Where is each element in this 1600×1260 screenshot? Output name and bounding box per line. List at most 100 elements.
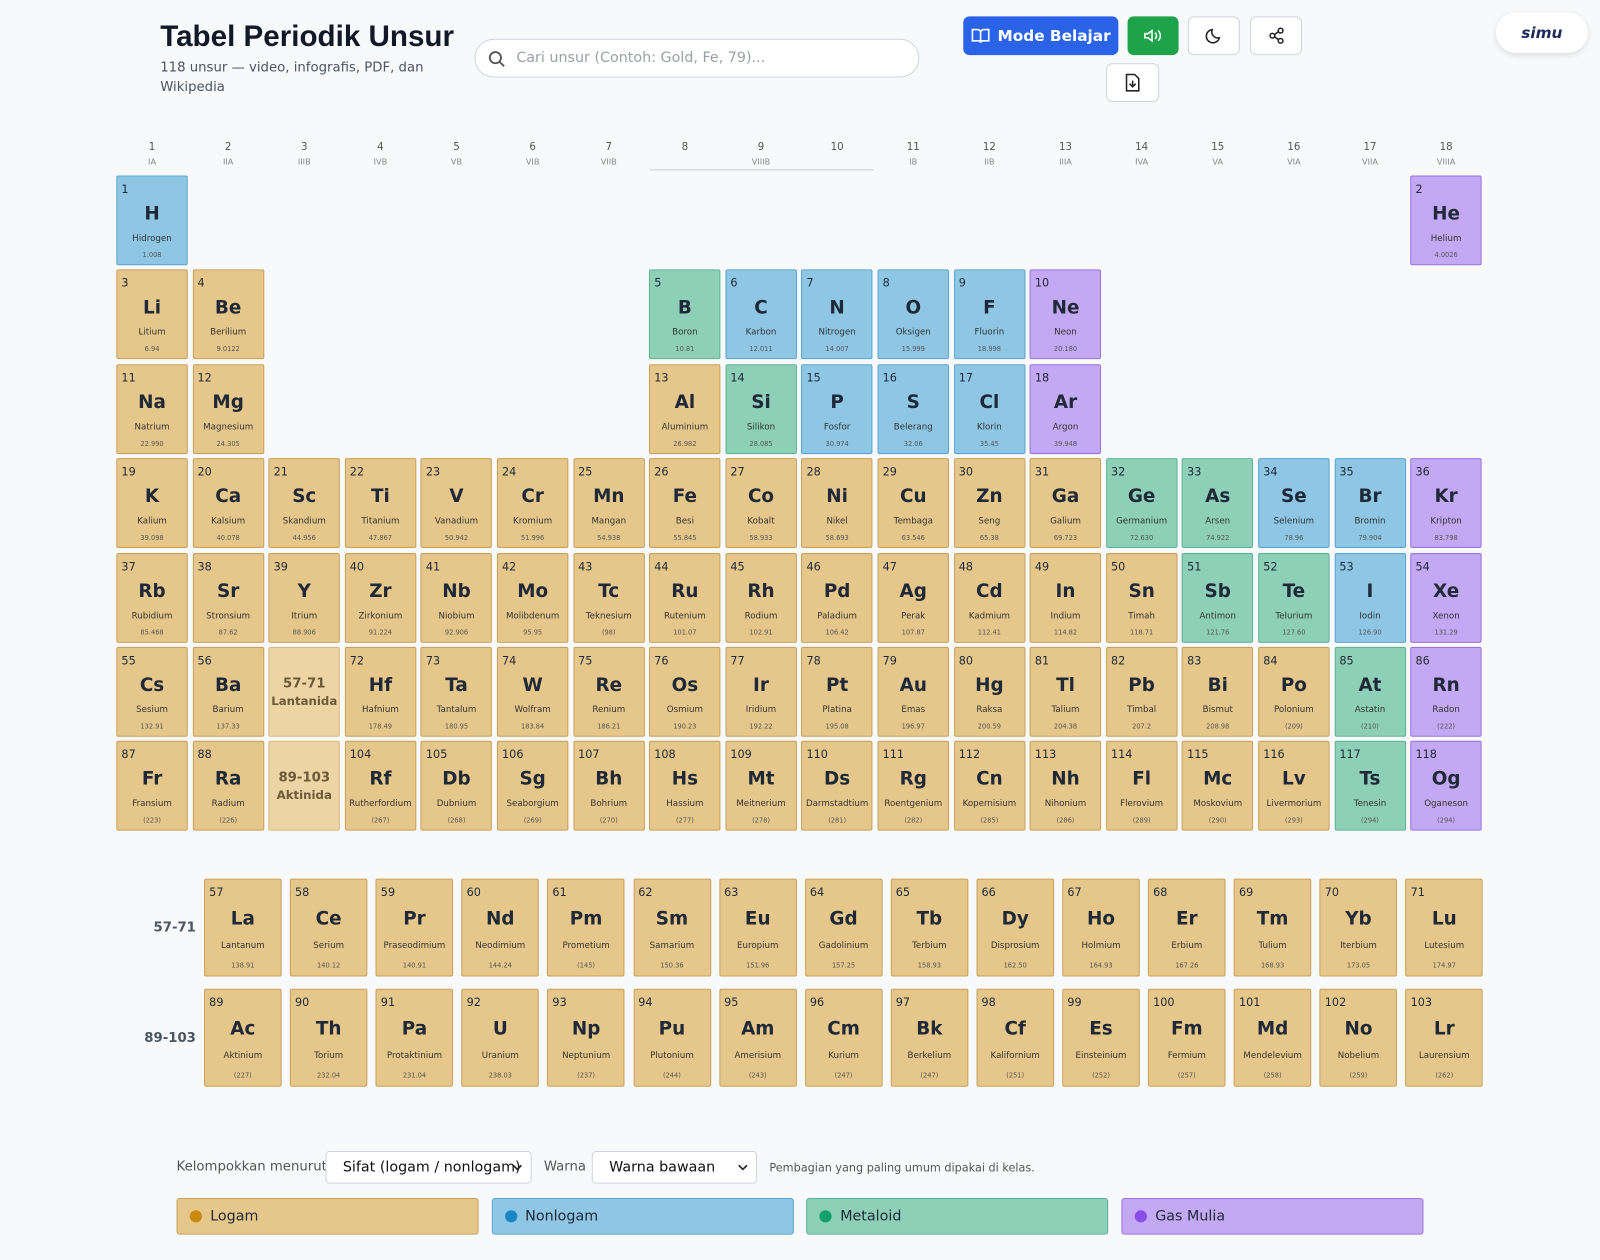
- element-cell[interactable]: 68 Er Erbium 167.26: [1148, 878, 1226, 977]
- element-cell[interactable]: 109 Mt Meitnerium (278): [725, 741, 797, 832]
- element-cell[interactable]: 101 Md Mendelevium (258): [1233, 988, 1312, 1087]
- element-cell[interactable]: 115 Mc Moskovium (290): [1182, 741, 1254, 832]
- element-cell[interactable]: 53 I Iodin 126.90: [1334, 552, 1406, 643]
- element-cell[interactable]: 30 Zn Seng 65.38: [953, 458, 1026, 549]
- element-cell[interactable]: 35 Br Bromin 79.904: [1334, 458, 1406, 549]
- element-cell[interactable]: 73 Ta Tantalum 180.95: [420, 646, 493, 737]
- element-cell[interactable]: 98 Cf Kalifornium (251): [976, 988, 1054, 1087]
- element-cell[interactable]: 66 Dy Disprosium 162.50: [976, 878, 1054, 977]
- element-cell[interactable]: 23 V Vanadium 50.942: [420, 458, 493, 549]
- element-cell[interactable]: 9 F Fluorin 18.998: [953, 269, 1026, 360]
- element-cell[interactable]: 26 Fe Besi 55.845: [649, 458, 721, 549]
- element-cell[interactable]: 70 Yb Iterbium 173.05: [1319, 878, 1398, 977]
- element-cell[interactable]: 96 Cm Kurium (247): [804, 988, 883, 1087]
- element-cell[interactable]: 46 Pd Paladium 106.42: [801, 552, 873, 643]
- legend-item[interactable]: Metaloid: [806, 1197, 1109, 1235]
- element-cell[interactable]: 65 Tb Terbium 158.93: [890, 878, 969, 977]
- element-cell[interactable]: 76 Os Osmium 190.23: [649, 646, 721, 737]
- element-cell[interactable]: 83 Bi Bismut 208.98: [1182, 646, 1254, 737]
- element-cell[interactable]: 110 Ds Darmstadtium (281): [801, 741, 873, 832]
- element-cell[interactable]: 11 Na Natrium 22.990: [116, 364, 188, 454]
- element-cell[interactable]: 64 Gd Gadolinium 157.25: [804, 878, 883, 977]
- color-select[interactable]: Warna bawaan: [591, 1151, 758, 1184]
- element-cell[interactable]: 40 Zr Zirkonium 91.224: [344, 552, 417, 643]
- element-cell[interactable]: 97 Bk Berkelium (247): [890, 988, 969, 1087]
- element-cell[interactable]: 86 Rn Radon (222): [1410, 646, 1482, 737]
- element-cell[interactable]: 117 Ts Tenesin (294): [1334, 741, 1406, 832]
- element-cell[interactable]: 81 Tl Talium 204.38: [1029, 646, 1102, 737]
- element-cell[interactable]: 54 Xe Xenon 131.29: [1410, 552, 1482, 643]
- element-cell[interactable]: 19 K Kalium 39.098: [116, 458, 188, 549]
- element-cell[interactable]: 6 C Karbon 12.011: [725, 269, 797, 360]
- element-cell[interactable]: 8 O Oksigen 15.999: [877, 269, 949, 360]
- group-by-select[interactable]: Sifat (logam / nonlogam): [325, 1151, 532, 1184]
- element-cell[interactable]: 100 Fm Fermium (257): [1148, 988, 1226, 1087]
- element-cell[interactable]: 45 Rh Rodium 102.91: [725, 552, 797, 643]
- element-cell[interactable]: 7 N Nitrogen 14.007: [801, 269, 873, 360]
- element-cell[interactable]: 71 Lu Lutesium 174.97: [1405, 878, 1484, 977]
- element-cell[interactable]: 72 Hf Hafnium 178.49: [344, 646, 417, 737]
- element-cell[interactable]: 85 At Astatin (210): [1334, 646, 1406, 737]
- dark-mode-button[interactable]: [1187, 16, 1240, 56]
- series-placeholder[interactable]: 89-103 Aktinida: [268, 741, 340, 832]
- legend-item[interactable]: Logam: [176, 1197, 479, 1235]
- element-cell[interactable]: 21 Sc Skandium 44.956: [268, 458, 340, 549]
- element-cell[interactable]: 42 Mo Molibdenum 95.95: [496, 552, 569, 643]
- element-cell[interactable]: 14 Si Silikon 28.085: [725, 364, 797, 454]
- element-cell[interactable]: 94 Pu Plutonium (244): [633, 988, 711, 1087]
- element-cell[interactable]: 51 Sb Antimon 121.76: [1182, 552, 1254, 643]
- element-cell[interactable]: 92 U Uranium 238.03: [461, 988, 540, 1087]
- element-cell[interactable]: 67 Ho Holmium 164.93: [1062, 878, 1140, 977]
- element-cell[interactable]: 77 Ir Iridium 192.22: [725, 646, 797, 737]
- element-cell[interactable]: 104 Rf Rutherfordium (267): [344, 741, 417, 832]
- element-cell[interactable]: 33 As Arsen 74.922: [1182, 458, 1254, 549]
- series-placeholder[interactable]: 57-71 Lantanida: [268, 646, 340, 737]
- element-cell[interactable]: 74 W Wolfram 183.84: [496, 646, 569, 737]
- element-cell[interactable]: 87 Fr Fransium (223): [116, 741, 188, 832]
- search-box[interactable]: Cari unsur (Contoh: Gold, Fe, 79)...: [474, 38, 920, 78]
- element-cell[interactable]: 79 Au Emas 196.97: [877, 646, 949, 737]
- element-cell[interactable]: 36 Kr Kripton 83.798: [1410, 458, 1482, 549]
- element-cell[interactable]: 95 Am Amerisium (243): [718, 988, 797, 1087]
- legend-item[interactable]: Nonlogam: [491, 1197, 794, 1235]
- element-cell[interactable]: 111 Rg Roentgenium (282): [877, 741, 949, 832]
- element-cell[interactable]: 50 Sn Timah 118.71: [1105, 552, 1178, 643]
- element-cell[interactable]: 69 Tm Tulium 168.93: [1233, 878, 1312, 977]
- element-cell[interactable]: 84 Po Polonium (209): [1258, 646, 1330, 737]
- element-cell[interactable]: 78 Pt Platina 195.08: [801, 646, 873, 737]
- element-cell[interactable]: 48 Cd Kadmium 112.41: [953, 552, 1026, 643]
- element-cell[interactable]: 91 Pa Protaktinium 231.04: [375, 988, 454, 1087]
- learn-mode-button[interactable]: Mode Belajar: [963, 16, 1119, 56]
- element-cell[interactable]: 34 Se Selenium 78.96: [1258, 458, 1330, 549]
- element-cell[interactable]: 90 Th Torium 232.04: [289, 988, 368, 1087]
- element-cell[interactable]: 82 Pb Timbal 207.2: [1105, 646, 1178, 737]
- element-cell[interactable]: 37 Rb Rubidium 85.468: [116, 552, 188, 643]
- element-cell[interactable]: 61 Pm Prometium (145): [547, 878, 625, 977]
- element-cell[interactable]: 118 Og Oganeson (294): [1410, 741, 1482, 832]
- element-cell[interactable]: 1 H Hidrogen 1.008: [116, 175, 188, 266]
- element-cell[interactable]: 56 Ba Barium 137.33: [192, 646, 264, 737]
- sound-button[interactable]: [1127, 16, 1179, 56]
- element-cell[interactable]: 108 Hs Hassium (277): [649, 741, 721, 832]
- element-cell[interactable]: 10 Ne Neon 20.180: [1029, 269, 1102, 360]
- legend-item[interactable]: Gas Mulia: [1121, 1197, 1424, 1235]
- element-cell[interactable]: 29 Cu Tembaga 63.546: [877, 458, 949, 549]
- element-cell[interactable]: 13 Al Aluminium 26.982: [649, 364, 721, 454]
- element-cell[interactable]: 102 No Nobelium (259): [1319, 988, 1398, 1087]
- share-button[interactable]: [1249, 16, 1303, 56]
- element-cell[interactable]: 5 B Boron 10.81: [649, 269, 721, 360]
- element-cell[interactable]: 59 Pr Praseodimium 140.91: [375, 878, 454, 977]
- element-cell[interactable]: 32 Ge Germanium 72.630: [1105, 458, 1178, 549]
- element-cell[interactable]: 41 Nb Niobium 92.906: [420, 552, 493, 643]
- element-cell[interactable]: 3 Li Litium 6.94: [116, 269, 188, 360]
- element-cell[interactable]: 114 Fl Flerovium (289): [1105, 741, 1178, 832]
- element-cell[interactable]: 113 Nh Nihonium (286): [1029, 741, 1102, 832]
- element-cell[interactable]: 103 Lr Laurensium (262): [1405, 988, 1484, 1087]
- element-cell[interactable]: 88 Ra Radium (226): [192, 741, 264, 832]
- element-cell[interactable]: 4 Be Berilium 9.0122: [192, 269, 264, 360]
- element-cell[interactable]: 2 He Helium 4.0026: [1410, 175, 1482, 266]
- element-cell[interactable]: 105 Db Dubnium (268): [420, 741, 493, 832]
- element-cell[interactable]: 62 Sm Samarium 150.36: [633, 878, 711, 977]
- element-cell[interactable]: 93 Np Neptunium (237): [547, 988, 625, 1087]
- element-cell[interactable]: 27 Co Kobalt 58.933: [725, 458, 797, 549]
